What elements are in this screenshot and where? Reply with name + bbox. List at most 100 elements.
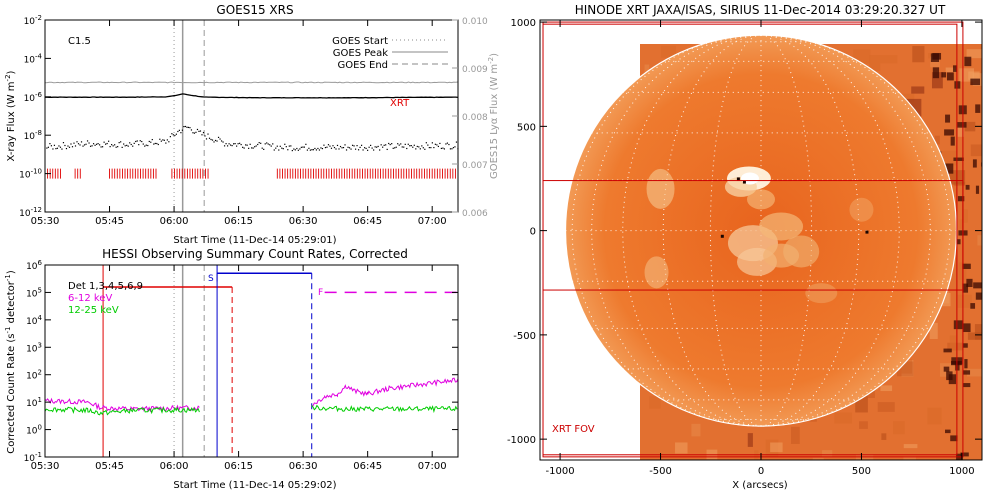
goes-short-point	[306, 149, 308, 151]
goes-short-point	[159, 138, 161, 140]
goes-short-point	[199, 130, 202, 132]
xrt-patch	[660, 45, 677, 58]
goes-short-point	[59, 146, 62, 148]
hessi-y-tick-label: 100	[26, 424, 42, 437]
goes-short-point	[50, 145, 53, 147]
xrt-patch	[859, 421, 868, 429]
goes-short-point	[425, 142, 427, 144]
hessi-annot-s: S	[208, 274, 214, 284]
goes-short-point	[418, 146, 420, 148]
xrt-patch	[649, 396, 661, 409]
goes-short-point	[67, 145, 69, 147]
active-region	[805, 283, 838, 304]
goes-short-point	[246, 144, 248, 146]
goes-short-point	[118, 142, 120, 144]
xrt-patch	[931, 72, 943, 89]
goes-short-point	[339, 145, 342, 148]
goes-panel: GOES15 XRS 05:30 05:45 06:00 06:15 06:30 06:4…	[4, 3, 500, 246]
goes-short-point	[222, 141, 224, 143]
hessi-x-tick-label: 07:00	[418, 461, 447, 472]
goes-short-point	[123, 143, 125, 145]
xrt-dark-patch	[964, 359, 968, 369]
xrt-dark-patch	[965, 184, 970, 190]
goes-short-point	[160, 140, 162, 142]
xrt-patch	[881, 433, 887, 440]
xrt-patch	[903, 444, 918, 449]
goes-short-point	[389, 143, 391, 146]
goes-y-right-tick-label: 0.006	[462, 209, 488, 219]
goes-short-point	[419, 148, 421, 150]
goes-short-point	[434, 143, 436, 145]
goes-short-point	[315, 149, 318, 151]
goes-short-point	[275, 147, 277, 149]
hessi-y-tick-label: 106	[26, 259, 42, 272]
longitude-line	[710, 34, 762, 427]
goes-y-right-tick-label: 0.010	[462, 17, 488, 27]
goes-short-point	[135, 140, 137, 143]
hessi-series-6-12 keV	[44, 377, 459, 413]
xrt-x-tick-label: 0	[758, 466, 764, 477]
xrt-dark-patch	[964, 56, 972, 67]
goes-short-point	[299, 148, 301, 150]
goes-short-point	[356, 145, 358, 147]
goes-short-point	[445, 143, 447, 145]
goes-short-point	[243, 147, 245, 149]
goes-short-point	[398, 144, 400, 146]
goes-short-point	[198, 130, 200, 132]
goes-short-point	[386, 148, 388, 151]
goes-short-point	[156, 142, 158, 145]
xrt-dark-patch	[973, 282, 982, 289]
xrt-patch	[747, 433, 753, 447]
xrt-patch	[957, 294, 972, 308]
goes-short-point	[305, 143, 307, 145]
goes-short-point	[136, 140, 138, 142]
hessi-legend: Det 1,3,4,5,6,9 6-12 keV 12-25 keV	[68, 281, 143, 316]
goes-short-point	[229, 144, 232, 146]
xrt-dark-patch	[981, 138, 982, 147]
xrt-dark-patch	[945, 114, 951, 123]
goes-short-point	[112, 145, 114, 147]
goes-short-point	[97, 143, 99, 145]
hessi-x-tick-label: 05:30	[31, 461, 60, 472]
goes-short-point	[166, 139, 168, 141]
goes-short-point	[362, 149, 364, 151]
xrt-dark-patch	[975, 292, 982, 300]
xrt-patch	[880, 55, 898, 64]
goes-y-tick-label: 10-6	[24, 91, 43, 104]
goes-short-point	[338, 148, 340, 150]
goes-short-point	[406, 147, 408, 150]
goes-short-point	[347, 146, 349, 148]
hessi-xlabel: Start Time (11-Dec-14 05:29:02)	[173, 480, 336, 491]
goes-ylabel-right: GOES15 Lyα Flux (W m-2)	[487, 53, 500, 179]
goes-short-point	[204, 135, 206, 137]
goes-short-point	[290, 145, 292, 147]
goes-short-point	[214, 139, 217, 142]
xrt-dark-patch	[941, 72, 947, 78]
xrt-patch	[912, 46, 925, 63]
goes-short-point	[332, 145, 334, 147]
goes-short-point	[269, 144, 271, 146]
goes-short-point	[261, 147, 263, 149]
xrt-dark-patch	[953, 157, 964, 161]
xrt-y-tick-label: 500	[517, 122, 536, 133]
goes-short-point	[333, 146, 336, 149]
xrt-patch	[691, 423, 701, 437]
xrt-patch	[897, 93, 915, 102]
goes-short-point	[431, 142, 433, 144]
goes-short-point	[85, 143, 87, 145]
sunspot	[865, 230, 869, 234]
goes-title: GOES15 XRS	[216, 3, 293, 17]
goes-short-point	[448, 143, 450, 146]
xrt-patch	[962, 209, 968, 223]
goes-short-point	[108, 140, 110, 142]
goes-short-point	[242, 146, 244, 148]
xrt-x-tick-label: 500	[852, 466, 871, 477]
xrt-dark-patch	[962, 323, 971, 333]
goes-short-point	[213, 141, 215, 143]
goes-short-point	[58, 145, 60, 147]
hessi-y-tick-label: 104	[26, 314, 42, 327]
goes-short-point	[192, 132, 194, 134]
goes-y-tick-label: 10-2	[24, 14, 42, 27]
goes-short-point	[175, 133, 177, 135]
hessi-plot-frame	[44, 264, 459, 458]
